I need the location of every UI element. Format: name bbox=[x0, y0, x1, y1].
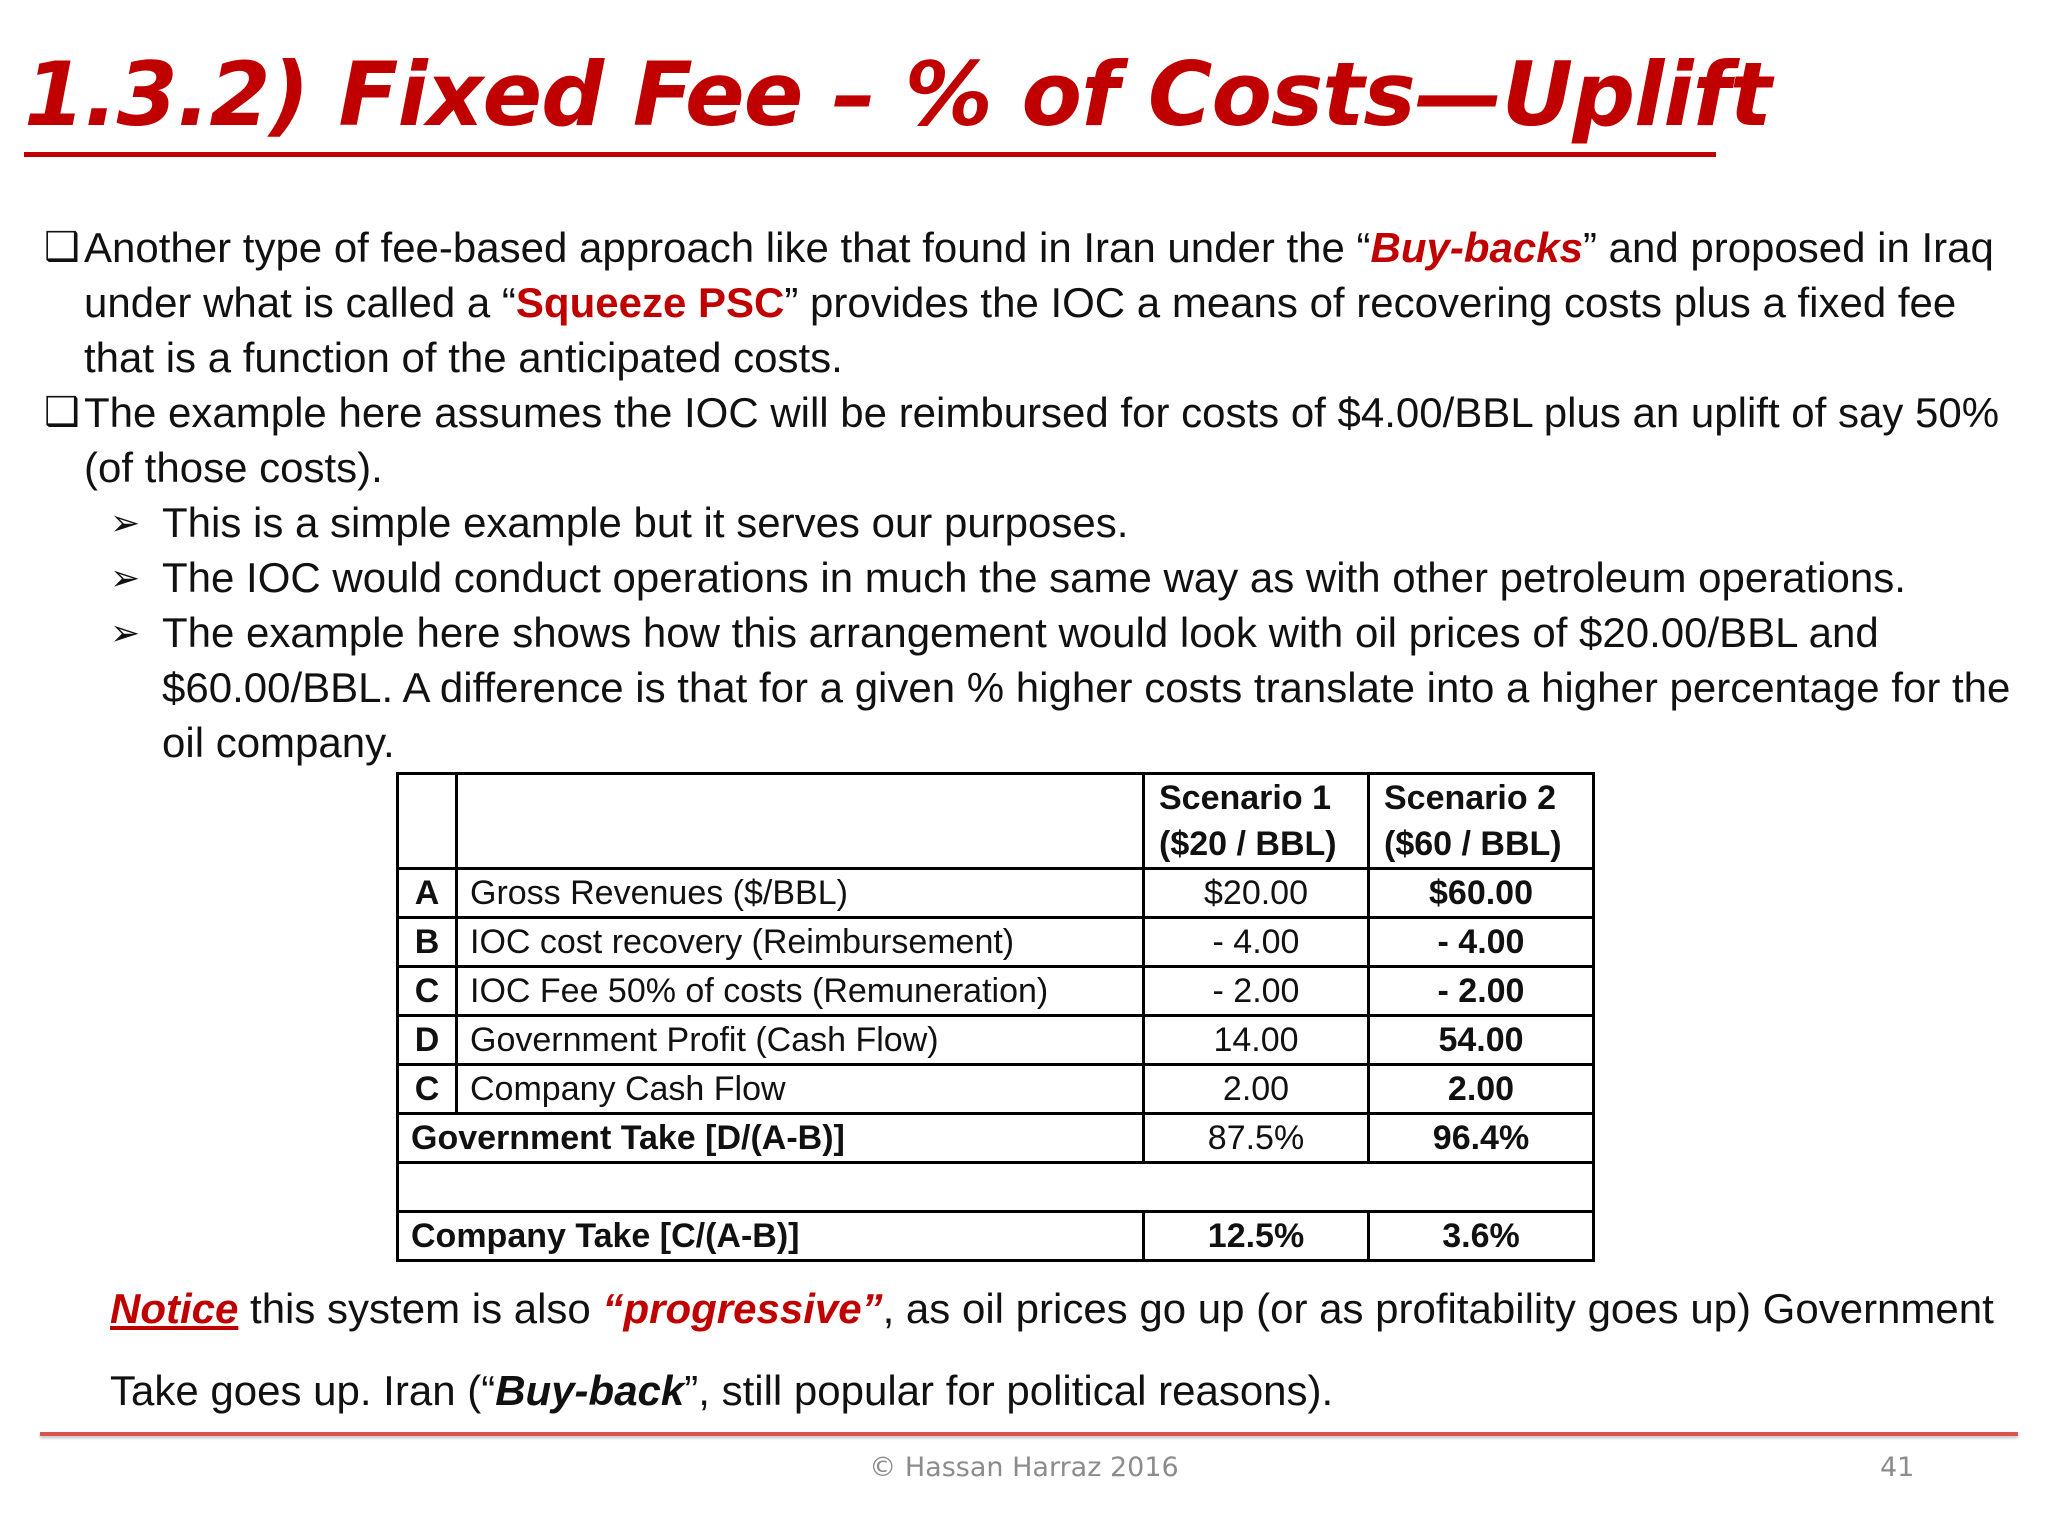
government-take-scenario-1: 87.5% bbox=[1142, 1112, 1370, 1164]
bullet-list: ❑ Another type of fee-based approach like… bbox=[44, 220, 2024, 770]
notice-text: ”, still popular for political reasons). bbox=[684, 1367, 1334, 1414]
arrow-bullet-icon: ➢ bbox=[110, 612, 141, 653]
bullet-text: Another type of fee-based approach like … bbox=[84, 224, 1371, 271]
scenario-1-value: - 2.00 bbox=[1142, 965, 1370, 1017]
sub-bullet-text: The IOC would conduct operations in much… bbox=[162, 554, 1906, 601]
bullet-text: The example here assumes the IOC will be… bbox=[84, 389, 2000, 491]
title-underline bbox=[24, 152, 1716, 157]
government-take-label: Government Take [D/(A-B)] bbox=[396, 1112, 1145, 1164]
checkbox-bullet-icon: ❑ bbox=[44, 390, 80, 434]
header-scenario-2-price: ($60 / BBL) bbox=[1384, 825, 1562, 863]
header-scenario-1-name: Scenario 1 bbox=[1159, 779, 1331, 817]
scenario-1-value: - 4.00 bbox=[1142, 916, 1370, 968]
header-scenario-1-price: ($20 / BBL) bbox=[1159, 825, 1337, 863]
company-take-scenario-1: 12.5% bbox=[1142, 1210, 1370, 1262]
row-letter: C bbox=[396, 965, 458, 1017]
row-letter: A bbox=[396, 867, 458, 919]
government-take-row: Government Take [D/(A-B)] 87.5% 96.4% bbox=[396, 1112, 1595, 1164]
row-label: Gross Revenues ($/BBL) bbox=[455, 867, 1145, 919]
bullet-item: ❑ The example here assumes the IOC will b… bbox=[44, 385, 2024, 495]
government-take-scenario-2: 96.4% bbox=[1367, 1112, 1595, 1164]
header-scenario-1: Scenario 1 ($20 / BBL) bbox=[1142, 772, 1370, 870]
row-letter: B bbox=[396, 916, 458, 968]
emphasis-buy-back: Buy-back bbox=[495, 1367, 685, 1414]
table-row: C IOC Fee 50% of costs (Remuneration) - … bbox=[396, 965, 1595, 1017]
notice-text: , as oil prices go up (or as profitabili… bbox=[110, 1285, 1994, 1414]
row-letter: D bbox=[396, 1014, 458, 1066]
scenario-2-value: - 2.00 bbox=[1367, 965, 1595, 1017]
company-take-row: Company Take [C/(A-B)] 12.5% 3.6% bbox=[396, 1210, 1595, 1262]
page-number: 41 bbox=[1880, 1452, 1915, 1483]
notice-paragraph: Notice this system is also “progressive”… bbox=[110, 1268, 2010, 1432]
notice-lead: Notice bbox=[110, 1285, 239, 1332]
arrow-bullet-icon: ➢ bbox=[110, 502, 141, 543]
row-label: Company Cash Flow bbox=[455, 1063, 1145, 1115]
scenario-2-value: - 4.00 bbox=[1367, 916, 1595, 968]
footer-divider bbox=[40, 1432, 2018, 1436]
table-row: C Company Cash Flow 2.00 2.00 bbox=[396, 1063, 1595, 1115]
slide-title: 1.3.2) Fixed Fee – % of Costs—Uplift bbox=[24, 43, 1772, 146]
row-label: Government Profit (Cash Flow) bbox=[455, 1014, 1145, 1066]
scenario-1-value: 2.00 bbox=[1142, 1063, 1370, 1115]
notice-text: this system is also bbox=[238, 1285, 603, 1332]
scenario-2-value: 54.00 bbox=[1367, 1014, 1595, 1066]
sub-bullet-text: The example here shows how this arrangem… bbox=[162, 609, 2011, 766]
bullet-text: ” and proposed in Iraq under what is cal… bbox=[84, 224, 1994, 326]
bullet-item: ❑ Another type of fee-based approach like… bbox=[44, 220, 2024, 385]
table-header-row: Scenario 1 ($20 / BBL) Scenario 2 ($60 / B… bbox=[396, 772, 1595, 870]
footer-copyright: © Hassan Harraz 2016 bbox=[869, 1452, 1179, 1483]
scenario-table: Scenario 1 ($20 / BBL) Scenario 2 ($60 / B… bbox=[396, 772, 1595, 1262]
header-scenario-2-name: Scenario 2 bbox=[1384, 779, 1556, 817]
scenario-2-value: $60.00 bbox=[1367, 867, 1595, 919]
row-label: IOC cost recovery (Reimbursement) bbox=[455, 916, 1145, 968]
empty-cell bbox=[396, 1161, 1595, 1213]
table-row: B IOC cost recovery (Reimbursement) - 4.… bbox=[396, 916, 1595, 968]
header-scenario-2: Scenario 2 ($60 / BBL) bbox=[1367, 772, 1595, 870]
sub-bullet-item: ➢ The IOC would conduct operations in muc… bbox=[44, 550, 2024, 605]
emphasis-progressive: “progressive” bbox=[602, 1285, 883, 1332]
sub-bullet-text: This is a simple example but it serves o… bbox=[162, 499, 1129, 546]
scenario-1-value: 14.00 bbox=[1142, 1014, 1370, 1066]
row-letter: C bbox=[396, 1063, 458, 1115]
table-row: D Government Profit (Cash Flow) 14.00 54… bbox=[396, 1014, 1595, 1066]
arrow-bullet-icon: ➢ bbox=[110, 557, 141, 598]
company-take-label: Company Take [C/(A-B)] bbox=[396, 1210, 1145, 1262]
scenario-1-value: $20.00 bbox=[1142, 867, 1370, 919]
scenario-2-value: 2.00 bbox=[1367, 1063, 1595, 1115]
company-take-scenario-2: 3.6% bbox=[1367, 1210, 1595, 1262]
sub-bullet-item: ➢ The example here shows how this arrange… bbox=[44, 605, 2024, 770]
header-blank-cell bbox=[396, 772, 458, 870]
table-row: A Gross Revenues ($/BBL) $20.00 $60.00 bbox=[396, 867, 1595, 919]
checkbox-bullet-icon: ❑ bbox=[44, 225, 80, 269]
row-label: IOC Fee 50% of costs (Remuneration) bbox=[455, 965, 1145, 1017]
sub-bullet-item: ➢ This is a simple example but it serves … bbox=[44, 495, 2024, 550]
header-blank-cell bbox=[455, 772, 1145, 870]
empty-row bbox=[396, 1161, 1595, 1213]
emphasis-squeeze-psc: Squeeze PSC bbox=[515, 279, 785, 326]
bullet-text: ” provides the IOC a means of recovering… bbox=[84, 279, 1957, 381]
emphasis-buy-backs: Buy-backs bbox=[1370, 224, 1583, 271]
